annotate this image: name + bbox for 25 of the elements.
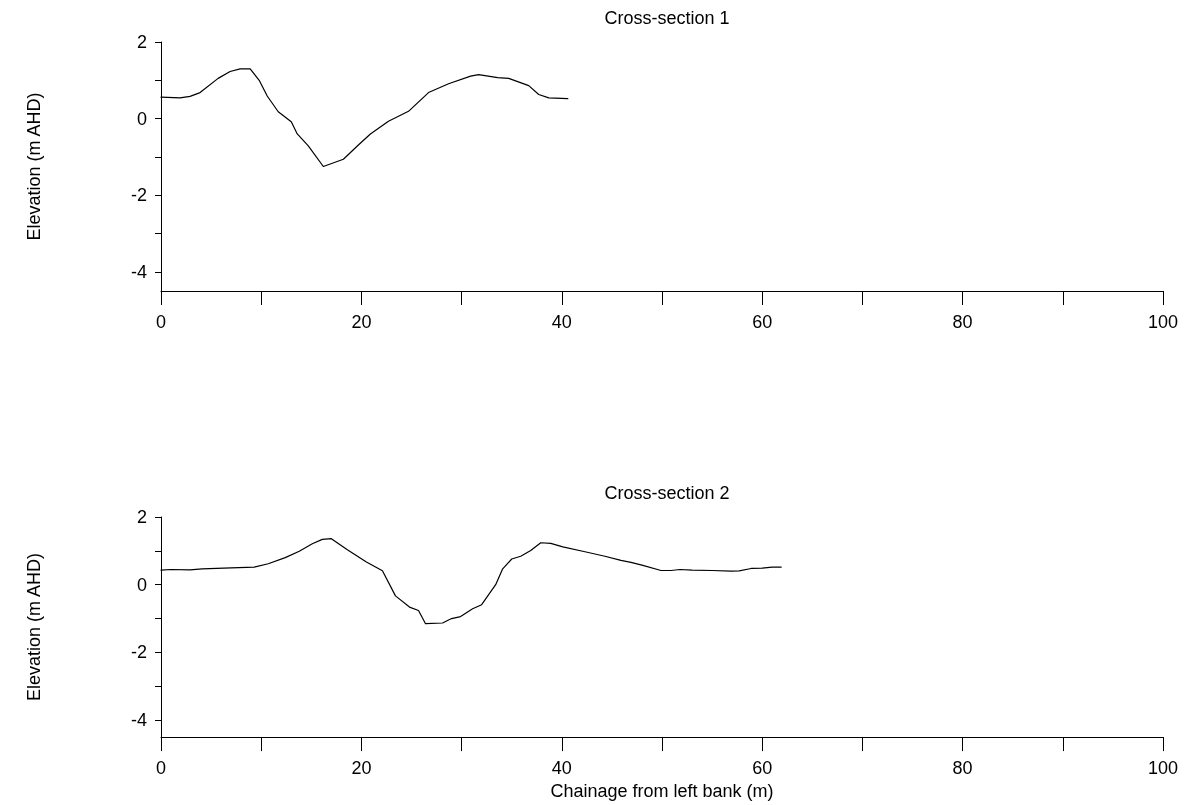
y-tick-label: 0 [136,574,147,595]
y-tick-label: 0 [136,108,147,129]
x-tick-label: 100 [1147,758,1179,779]
x-tick-label: 40 [551,758,572,779]
x-tick-label: 0 [155,758,167,779]
y-tick-label: 2 [136,507,147,527]
y-tick-label: 2 [136,32,147,52]
chart-title: Cross-section 2 [604,483,730,503]
x-tick-label: 20 [351,758,372,779]
x-tick-label: 80 [952,312,973,332]
y-tick-label: -4 [130,261,147,282]
y-axis-title: Elevation (m AHD) [24,92,44,241]
y-tick-label: -2 [130,642,147,663]
x-tick-label: 40 [551,312,572,332]
x-tick-label: 80 [952,758,973,779]
y-tick-label: -2 [130,185,147,206]
x-tick-label: 20 [351,312,372,332]
y-axis-title: Elevation (m AHD) [24,553,44,702]
x-axis-title: Chainage from left bank (m) [550,781,774,801]
chart-title: Cross-section 1 [604,8,730,28]
x-tick-label: 60 [752,312,773,332]
x-tick-label: 60 [752,758,773,779]
x-tick-label: 0 [155,312,167,332]
y-tick-label: -4 [130,710,147,731]
x-tick-label: 100 [1147,312,1179,332]
